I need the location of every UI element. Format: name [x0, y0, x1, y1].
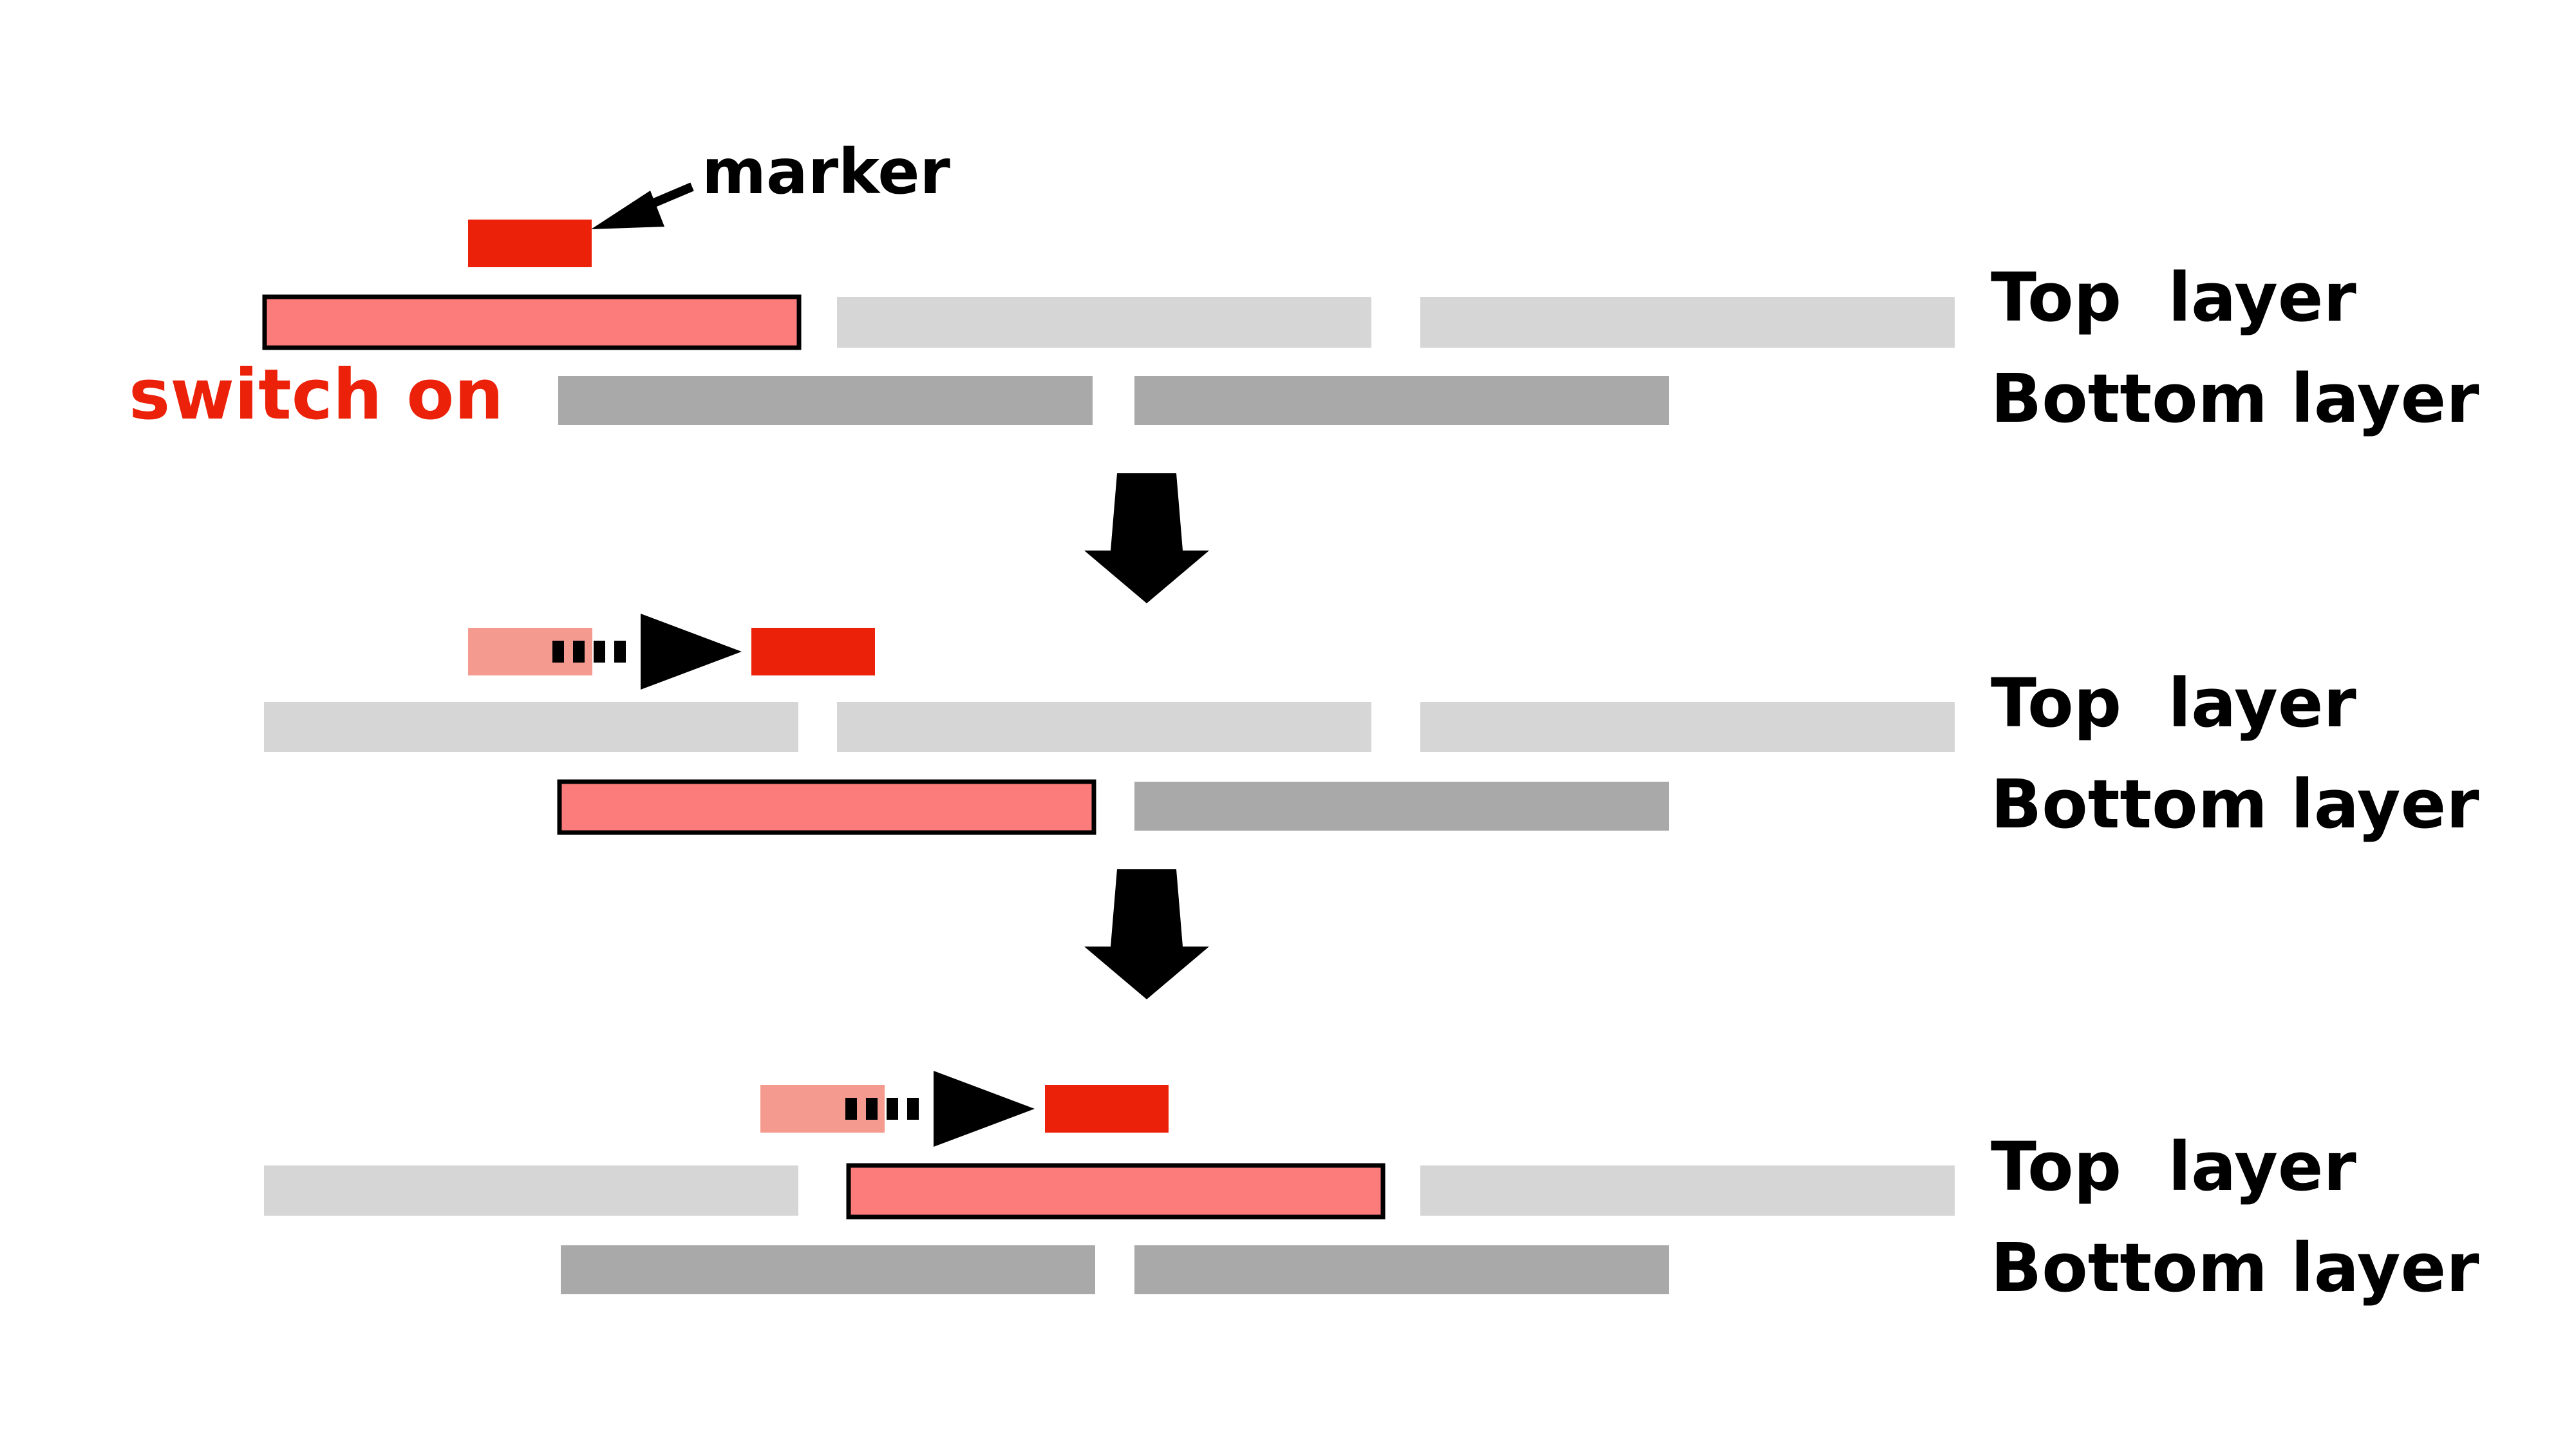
marker-move-arrow-icon [641, 614, 742, 690]
down-arrow-icon [1084, 473, 1209, 603]
bottom-layer-label: Bottom layer [1991, 765, 2479, 844]
top-layer-label: Top layer [1991, 258, 2356, 337]
stage-2: Top layer Bottom layer [264, 614, 2479, 844]
marker-dotted-trail [845, 1098, 919, 1120]
top-layer-segment-3 [1420, 702, 1955, 752]
bottom-layer-segment-2 [1134, 376, 1669, 425]
marker [1045, 1085, 1169, 1133]
marker-dotted-trail [552, 641, 626, 663]
top-layer-segment-2 [837, 702, 1371, 752]
top-layer-label: Top layer [1991, 1127, 2356, 1206]
down-arrow-icon [1084, 869, 1209, 999]
top-layer-segment-1-active [262, 294, 802, 350]
bottom-layer-label: Bottom layer [1991, 359, 2479, 438]
bottom-layer-segment-1 [558, 376, 1093, 425]
bottom-layer-label: Bottom layer [1991, 1229, 2479, 1307]
stage-3: Top layer Bottom layer [264, 1071, 2479, 1307]
bottom-layer-segment-1-active [557, 779, 1096, 835]
top-layer-segment-1 [264, 702, 798, 752]
bottom-layer-segment-1 [561, 1245, 1095, 1294]
marker-previous-position [760, 1085, 885, 1133]
top-layer-segment-2 [837, 297, 1371, 348]
marker-move-arrow-icon [934, 1071, 1035, 1147]
marker [468, 220, 592, 267]
marker-previous-position [468, 628, 592, 675]
switch-on-label: switch on [129, 355, 503, 435]
bottom-layer-segment-2 [1134, 782, 1669, 831]
top-layer-segment-3 [1420, 1165, 1955, 1216]
top-layer-segment-1 [264, 1165, 798, 1216]
top-layer-label: Top layer [1991, 664, 2356, 742]
marker-label: marker [702, 136, 951, 208]
stage-1: marker switch on Top layer Bottom layer [129, 136, 2479, 438]
marker-pointer-arrow [591, 182, 694, 229]
marker [751, 628, 875, 675]
top-layer-segment-3 [1420, 297, 1955, 348]
bottom-layer-segment-2 [1134, 1245, 1669, 1294]
top-layer-segment-2-active [846, 1163, 1386, 1220]
